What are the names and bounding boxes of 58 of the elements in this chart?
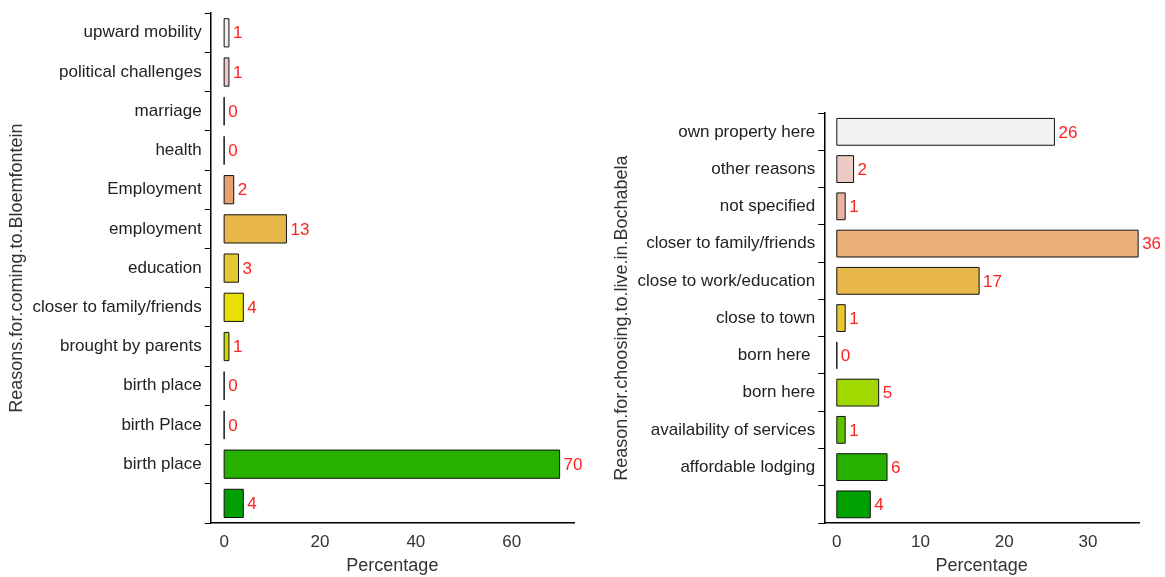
data-label: 1 (849, 308, 859, 328)
data-label: 1 (232, 62, 243, 82)
x-tick-label: 20 (310, 531, 330, 551)
y-tick-label: other reasons (711, 158, 816, 178)
y-tick-label: closer to family/friends (32, 297, 202, 316)
data-label: 0 (840, 346, 851, 366)
data-label: 1 (849, 420, 859, 440)
data-label: 36 (1142, 234, 1162, 254)
data-label: 2 (237, 180, 248, 200)
x-tick-label: 0 (832, 531, 842, 551)
data-label: 3 (242, 258, 252, 278)
x-tick-label: 20 (994, 531, 1014, 551)
x-tick-label: 30 (1078, 531, 1098, 551)
data-label: 4 (874, 495, 884, 515)
y-tick-label: health (155, 140, 202, 160)
data-label: 70 (563, 454, 583, 474)
y-tick-label: marriage (134, 100, 202, 120)
y-tick-label: affordable lodging (680, 456, 816, 476)
y-tick-label: education (127, 257, 202, 277)
y-tick-label: Employment (107, 179, 202, 199)
y-tick-label: availability of services (650, 419, 816, 439)
data-label: 1 (232, 337, 243, 357)
data-label: 17 (983, 271, 1003, 291)
y-tick-label: close to town (716, 307, 816, 327)
x-axis-title: Percentage (935, 555, 1028, 576)
data-label: 0 (228, 415, 238, 435)
y-tick-label: political challenges (59, 61, 202, 81)
data-label: 26 (1058, 122, 1078, 142)
y-tick-label: not specified (719, 196, 816, 216)
y-tick-label: own property here (678, 121, 816, 141)
data-label: 1 (849, 197, 859, 217)
x-axis-title: Percentage (346, 555, 439, 576)
x-tick-label: 0 (219, 531, 229, 551)
y-tick-label: employment (109, 218, 202, 238)
data-label: 2 (857, 159, 868, 179)
y-tick-label: birth Place (121, 414, 202, 434)
data-label: 5 (882, 383, 893, 403)
data-label: 6 (891, 457, 901, 477)
y-tick-label: close to work/education (637, 270, 816, 290)
y-tick-label: birth place (123, 375, 202, 395)
data-label: 0 (228, 376, 238, 396)
y-tick-label: born here (742, 382, 816, 402)
x-tick-label: 40 (406, 531, 426, 551)
data-label: 4 (247, 494, 257, 514)
data-label: 0 (228, 101, 238, 121)
y-tick-label: brought by parents (59, 336, 202, 356)
y-axis-title: Reason.for.choosing.to.live.in.Bochabela (610, 154, 631, 481)
y-tick-label: closer to family/friends (646, 233, 816, 253)
y-tick-label: born here (737, 345, 816, 365)
data-label: 4 (247, 298, 257, 317)
data-label: 0 (228, 141, 238, 161)
data-label: 1 (232, 23, 243, 43)
x-tick-label: 60 (502, 531, 522, 551)
x-tick-label: 10 (911, 531, 930, 551)
y-tick-label: upward mobility (83, 22, 203, 42)
y-axis-title: Reasons.for.coming.to.Bloemfontein (5, 123, 26, 413)
y-tick-label: birth place (123, 453, 202, 473)
data-label: 13 (290, 219, 310, 239)
